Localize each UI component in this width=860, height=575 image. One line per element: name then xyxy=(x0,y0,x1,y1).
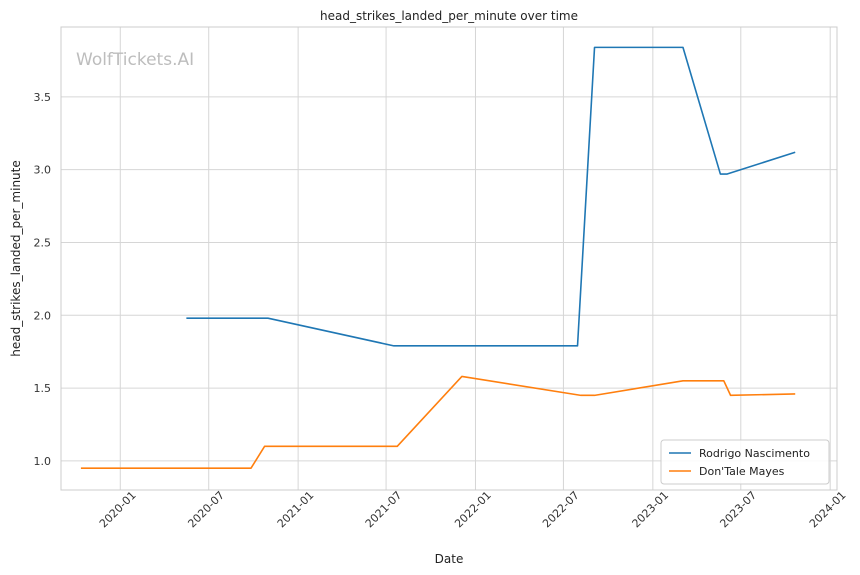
x-tick-label: 2020-07 xyxy=(185,489,227,531)
grid xyxy=(61,27,837,490)
x-tick-label: 2022-07 xyxy=(540,489,582,531)
chart-title: head_strikes_landed_per_minute over time xyxy=(320,9,578,23)
x-tick-label: 2021-01 xyxy=(275,489,317,531)
watermark: WolfTickets.AI xyxy=(76,50,194,70)
x-tick-label: 2020-01 xyxy=(97,489,139,531)
series-line-0 xyxy=(186,46,796,347)
x-tick-label: 2023-01 xyxy=(630,489,672,531)
y-tick-label: 2.0 xyxy=(34,309,52,322)
legend: Rodrigo Nascimento Don'Tale Mayes xyxy=(660,439,830,485)
y-tick-label: 2.5 xyxy=(34,236,52,249)
x-tick-label: 2024-01 xyxy=(807,489,849,531)
y-tick-label: 1.0 xyxy=(34,455,52,468)
x-axis-label: Date xyxy=(435,552,464,566)
legend-box xyxy=(660,439,830,485)
y-tick-label: 3.0 xyxy=(34,164,52,177)
series-line-1 xyxy=(80,375,796,469)
x-tick-label: 2021-07 xyxy=(363,489,405,531)
plot-area-frame xyxy=(60,26,838,491)
legend-entry-0: Rodrigo Nascimento xyxy=(699,447,810,460)
x-tick-label: 2023-07 xyxy=(717,489,759,531)
y-axis-label: head_strikes_landed_per_minute xyxy=(9,160,23,357)
y-tick-label: 1.5 xyxy=(34,382,52,395)
series-lines xyxy=(80,46,796,469)
legend-entry-1: Don'Tale Mayes xyxy=(699,465,785,478)
y-tick-label: 3.5 xyxy=(34,91,52,104)
x-tick-label: 2022-01 xyxy=(452,489,494,531)
